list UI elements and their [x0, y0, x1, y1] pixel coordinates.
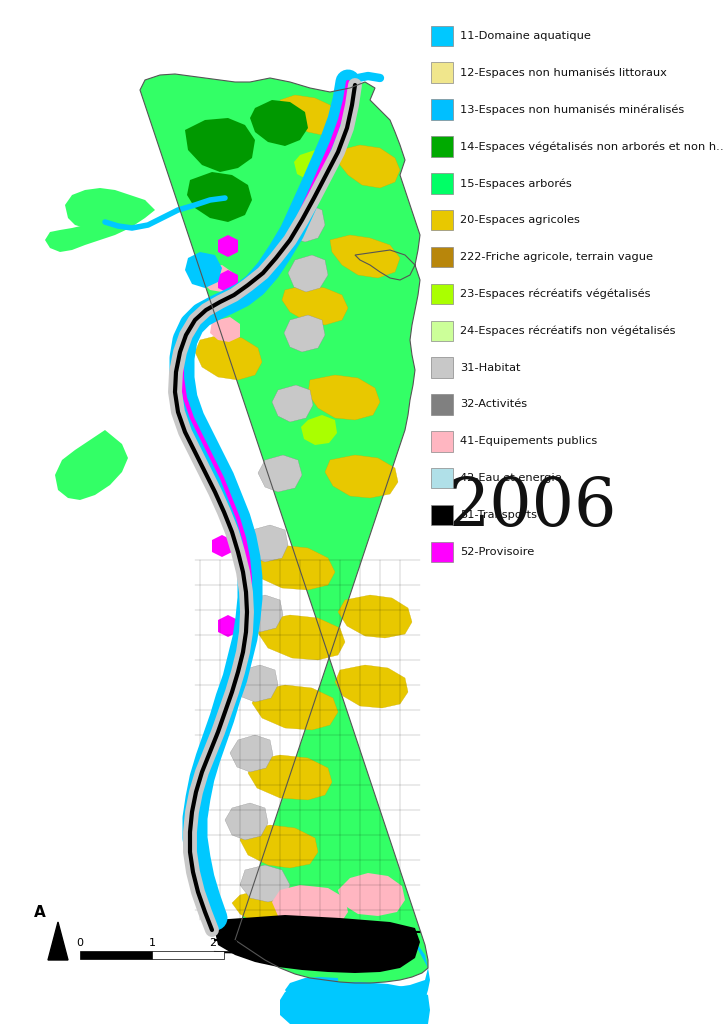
Polygon shape: [272, 885, 348, 928]
Polygon shape: [258, 455, 302, 492]
Polygon shape: [195, 335, 262, 380]
Polygon shape: [185, 118, 255, 172]
Polygon shape: [48, 922, 68, 961]
Text: 0: 0: [77, 938, 83, 948]
Polygon shape: [215, 915, 420, 973]
Polygon shape: [282, 285, 348, 325]
Text: 20-Espaces agricoles: 20-Espaces agricoles: [460, 215, 580, 225]
Text: 11-Domaine aquatique: 11-Domaine aquatique: [460, 31, 591, 41]
Text: 32-Activités: 32-Activités: [460, 399, 527, 410]
Polygon shape: [330, 234, 400, 278]
Bar: [80, 951, 152, 959]
Text: A: A: [34, 905, 46, 920]
Polygon shape: [308, 375, 380, 420]
Bar: [431, 505, 452, 525]
Polygon shape: [218, 615, 238, 637]
Polygon shape: [325, 455, 398, 498]
Bar: [431, 99, 452, 120]
Polygon shape: [252, 685, 338, 730]
Bar: [152, 951, 224, 959]
Polygon shape: [55, 430, 128, 500]
Polygon shape: [235, 665, 278, 702]
Polygon shape: [250, 100, 308, 146]
Polygon shape: [338, 873, 405, 916]
Bar: [431, 210, 452, 230]
Text: 222-Friche agricole, terrain vague: 222-Friche agricole, terrain vague: [460, 252, 653, 262]
Polygon shape: [287, 205, 325, 242]
Bar: [431, 431, 452, 452]
Polygon shape: [187, 172, 252, 222]
Polygon shape: [218, 234, 238, 257]
Text: 41-Equipements publics: 41-Equipements publics: [460, 436, 597, 446]
Polygon shape: [45, 200, 155, 252]
Polygon shape: [280, 982, 430, 1024]
Text: 13-Espaces non humanisés minéralisés: 13-Espaces non humanisés minéralisés: [460, 104, 684, 115]
Bar: [431, 26, 452, 46]
Bar: [431, 468, 452, 488]
Polygon shape: [202, 265, 232, 292]
Polygon shape: [232, 890, 298, 926]
Text: 31-Habitat: 31-Habitat: [460, 362, 521, 373]
Bar: [431, 284, 452, 304]
Polygon shape: [284, 315, 325, 352]
Polygon shape: [294, 150, 330, 180]
Polygon shape: [285, 922, 430, 1020]
Polygon shape: [340, 145, 400, 188]
Polygon shape: [240, 865, 290, 902]
Polygon shape: [240, 825, 318, 868]
Polygon shape: [230, 735, 273, 772]
Polygon shape: [245, 525, 288, 562]
Bar: [431, 542, 452, 562]
Polygon shape: [65, 188, 148, 228]
Polygon shape: [248, 755, 332, 800]
Text: 15-Espaces arborés: 15-Espaces arborés: [460, 178, 571, 188]
Polygon shape: [218, 270, 238, 293]
Text: 24-Espaces récréatifs non végétalisés: 24-Espaces récréatifs non végétalisés: [460, 326, 675, 336]
Text: 14-Espaces végétalisés non arborés et non h…: 14-Espaces végétalisés non arborés et no…: [460, 141, 724, 152]
Polygon shape: [338, 595, 412, 638]
Polygon shape: [210, 317, 240, 342]
Bar: [431, 247, 452, 267]
Text: 2 km: 2 km: [210, 938, 238, 948]
Text: 1: 1: [148, 938, 156, 948]
Text: 52-Provisoire: 52-Provisoire: [460, 547, 534, 557]
Polygon shape: [280, 95, 340, 135]
Text: 12-Espaces non humanisés littoraux: 12-Espaces non humanisés littoraux: [460, 68, 667, 78]
Bar: [431, 62, 452, 83]
Bar: [431, 394, 452, 415]
Text: 2006: 2006: [447, 474, 617, 540]
Polygon shape: [140, 74, 428, 983]
Polygon shape: [240, 595, 283, 632]
Polygon shape: [335, 665, 408, 708]
Text: 23-Espaces récréatifs végétalisés: 23-Espaces récréatifs végétalisés: [460, 289, 650, 299]
Polygon shape: [225, 803, 268, 840]
Bar: [431, 357, 452, 378]
Text: 42-Eau et energie: 42-Eau et energie: [460, 473, 561, 483]
Polygon shape: [301, 415, 337, 445]
Polygon shape: [185, 252, 222, 288]
Bar: [431, 136, 452, 157]
Polygon shape: [258, 615, 345, 660]
Polygon shape: [250, 545, 335, 590]
Bar: [431, 173, 452, 194]
Polygon shape: [272, 385, 313, 422]
Polygon shape: [212, 535, 232, 557]
Text: 51-Transports: 51-Transports: [460, 510, 536, 520]
Polygon shape: [288, 255, 328, 292]
Bar: [431, 321, 452, 341]
